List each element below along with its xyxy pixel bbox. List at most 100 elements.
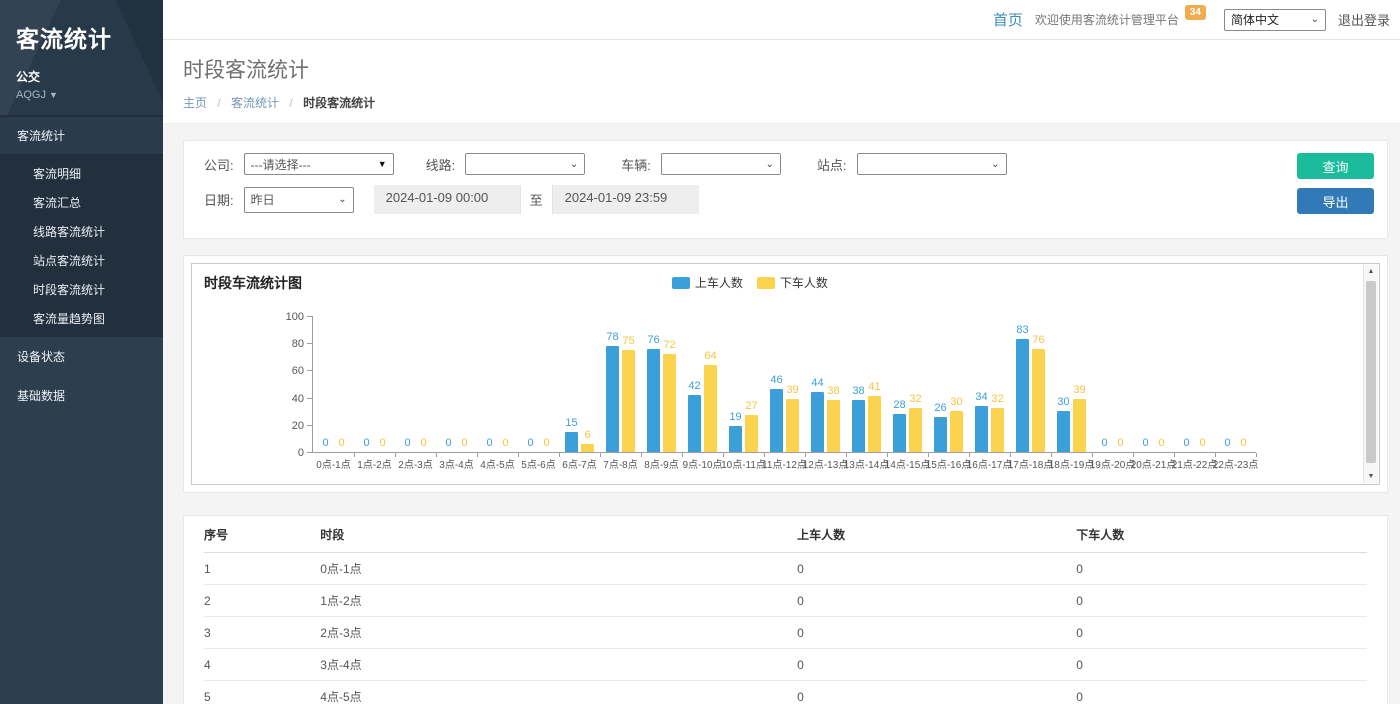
table-row: 2 1点-2点 0 0 [204,584,1367,617]
legend-item-1[interactable]: 下车人数 [756,274,828,291]
bar-group-9: 42 64 9点-10点 [682,315,724,471]
bar-boarding[interactable]: 26 [934,402,947,452]
bar-boarding[interactable]: 34 [975,391,988,452]
date-start-input[interactable]: 2024-01-09 00:00 [373,185,520,214]
sidebar-item-1[interactable]: 客流汇总 [33,196,82,210]
bar-value-label: 76 [1032,333,1045,346]
home-link[interactable]: 首页 [992,12,1023,29]
bar-boarding[interactable]: 76 [647,334,660,452]
bar-value-label: 64 [704,349,717,362]
legend-item-0[interactable]: 上车人数 [671,274,743,291]
bar-alighting[interactable]: 32 [991,393,1004,452]
sidebar-item-3[interactable]: 站点客流统计 [33,254,106,268]
notification-badge[interactable]: 34 [1184,5,1206,20]
bar-boarding[interactable]: 44 [811,377,824,452]
x-tick-label: 7点-8点 [603,460,638,471]
sidebar-section-base-data[interactable]: 基础数据 [17,389,66,403]
org-code-dropdown[interactable]: AQGJ ▼ [16,89,147,101]
bar-alighting[interactable]: 30 [950,396,963,452]
line-select[interactable]: ⌄ [465,153,586,175]
table-cell: 0 [797,552,1077,585]
table-cell: 0 [797,680,1077,704]
sidebar-section-device-status[interactable]: 设备状态 [17,350,66,364]
bar-alighting[interactable]: 64 [704,350,717,452]
bar-group-13: 38 41 13点-14点 [844,315,890,471]
bar-group-12: 44 38 12点-13点 [803,315,849,471]
bar-alighting[interactable]: 72 [663,339,676,452]
station-select[interactable]: ⌄ [856,153,1007,175]
bar-boarding[interactable]: 78 [606,331,619,452]
scroll-down-icon[interactable]: ▼ [1367,473,1375,480]
bar-alighting[interactable]: 6 [581,429,594,452]
bar-group-5: 0 0 5点-6点 [518,315,560,471]
breadcrumb-home[interactable]: 主页 [183,96,208,110]
sidebar-item-4[interactable]: 时段客流统计 [33,283,106,297]
logout-link[interactable]: 退出登录 [1337,13,1390,28]
date-preset-select[interactable]: 昨日 ⌄ [243,186,354,213]
vehicle-select[interactable]: ⌄ [660,153,781,175]
bar-value-label: 75 [622,335,635,347]
table-cell: 0点-1点 [320,552,798,585]
chart-box: 时段车流统计图 上车人数 下车人数 0 20 40 60 80 100 0 0 0点-1点 0 0 1… [191,263,1380,485]
bar-alighting[interactable]: 32 [909,393,922,452]
bar-boarding[interactable]: 15 [565,417,578,452]
sidebar-item-0[interactable]: 客流明细 [33,167,82,181]
table-cell: 0 [1076,680,1367,704]
bar-alighting[interactable]: 41 [868,381,881,452]
chevron-down-icon: ⌄ [765,158,774,170]
date-range-group: 2024-01-09 00:00 至 2024-01-09 23:59 [373,185,699,214]
export-button[interactable]: 导出 [1297,188,1374,214]
bar-value-label: 0 [1117,437,1124,449]
breadcrumb-passenger-stats[interactable]: 客流统计 [231,96,280,110]
bar-group-3: 0 0 3点-4点 [436,315,478,471]
sidebar-item-5[interactable]: 客流量趋势图 [33,312,106,326]
sidebar-item-2[interactable]: 线路客流统计 [33,225,106,239]
bar-value-label: 42 [688,379,701,392]
bar-alighting[interactable]: 38 [827,385,840,452]
bar-value-label: 39 [786,383,799,396]
bar-alighting[interactable]: 39 [786,384,799,452]
bar-value-label: 0 [420,437,427,449]
bar-alighting[interactable]: 75 [622,335,635,452]
x-tick-label: 22点-23点 [1212,460,1259,471]
date-end-input[interactable]: 2024-01-09 23:59 [552,185,699,214]
table-cell: 3 [204,616,321,649]
bar-alighting[interactable]: 39 [1073,384,1086,452]
x-tick-label: 6点-7点 [562,460,597,471]
bar-group-10: 19 27 10点-11点 [721,315,766,471]
bar-value-label: 41 [868,381,881,394]
bar-boarding[interactable]: 38 [852,385,865,452]
bar-alighting[interactable]: 27 [745,400,758,452]
y-tick-label: 100 [285,311,304,323]
plot-area: 0 0 0点-1点 0 0 1点-2点 0 0 2点-3点 0 0 3点-4点 0 0 4点-5点 0 0 5点-… [312,315,1259,471]
query-button[interactable]: 查询 [1297,153,1374,179]
company-select[interactable]: ---请选择--- ▼ [243,153,394,175]
table-cell: 4 [204,648,321,681]
scroll-up-icon[interactable]: ▲ [1367,268,1375,275]
bar-boarding[interactable]: 46 [770,374,783,452]
bar-boarding[interactable]: 28 [893,399,906,452]
bar-alighting[interactable]: 76 [1032,334,1045,452]
breadcrumb-current: 时段客流统计 [303,96,376,110]
x-tick-label: 0点-1点 [316,460,351,471]
bar-value-label: 6 [584,428,591,441]
bar-group-22: 0 0 22点-23点 [1213,315,1259,471]
company-value: ---请选择--- [250,157,311,172]
table-cell: 0 [797,648,1077,681]
bar-value-label: 78 [606,330,619,343]
bar-boarding[interactable]: 83 [1016,324,1029,452]
bar-boarding[interactable]: 19 [729,411,742,452]
table-header-1: 时段 [320,516,798,553]
legend-swatch-icon [671,276,690,289]
chart-vertical-scrollbar[interactable]: ▲ ▼ [1363,265,1378,483]
bar-boarding[interactable]: 30 [1057,396,1070,452]
filter-panel: 公司: ---请选择--- ▼ 线路: ⌄ 车辆: ⌄ 站点 [183,140,1388,239]
bar-boarding[interactable]: 42 [688,380,701,452]
scrollbar-thumb[interactable] [1366,281,1376,463]
bar-group-19: 0 0 19点-20点 [1090,315,1136,471]
language-select[interactable]: 简体中文 ⌄ [1223,8,1326,31]
x-tick-label: 3点-4点 [439,460,474,471]
sidebar-section-passenger-stats[interactable]: 客流统计 [0,116,163,155]
language-value: 简体中文 [1230,13,1279,27]
date-preset-value: 昨日 [250,193,275,207]
